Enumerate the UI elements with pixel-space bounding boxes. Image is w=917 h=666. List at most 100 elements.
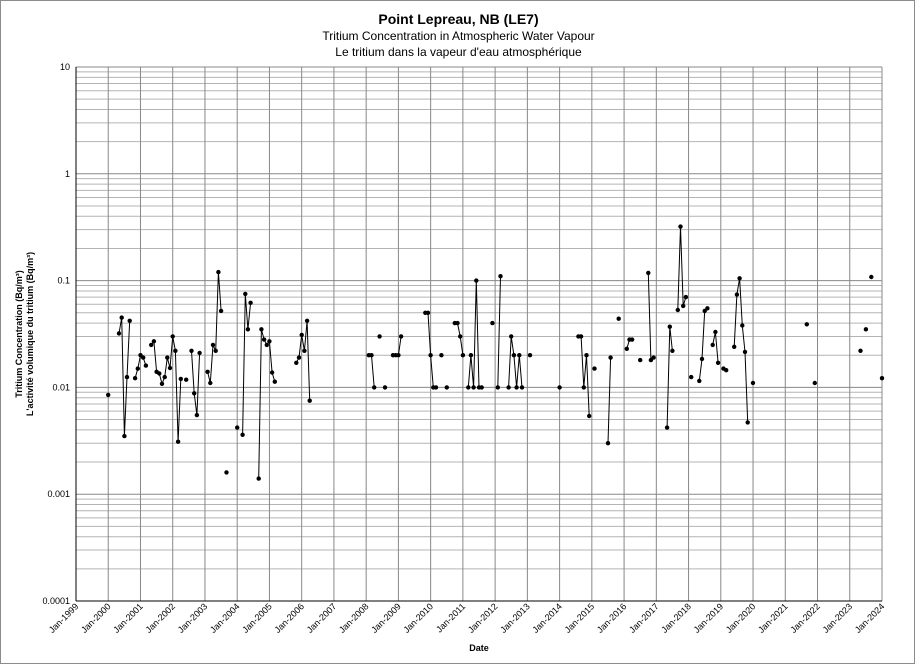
data-point — [398, 334, 404, 339]
x-tick-label: Jan-2000 — [79, 601, 113, 635]
y-tick-label: 0.01 — [52, 382, 70, 392]
chart-subtitle-french: Le tritium dans la vapeur d'eau atmosphé… — [335, 45, 582, 59]
data-point — [269, 370, 275, 375]
x-tick-label: Jan-2010 — [401, 601, 435, 635]
x-tick-label: Jan-2015 — [563, 601, 597, 635]
data-point — [197, 350, 202, 356]
data-point — [581, 385, 586, 390]
data-point — [468, 353, 474, 358]
data-point — [667, 324, 672, 329]
data-point — [509, 334, 514, 339]
x-tick-label: Jan-2008 — [337, 601, 371, 635]
data-point — [699, 356, 705, 362]
data-point — [192, 391, 197, 396]
x-tick-label: Jan-2014 — [530, 601, 564, 635]
data-point — [527, 353, 533, 358]
series-line — [607, 357, 612, 444]
data-point — [119, 315, 124, 320]
data-point — [296, 355, 302, 360]
data-point — [471, 385, 476, 390]
data-point — [299, 332, 304, 338]
x-tick-label: Jan-2018 — [659, 601, 693, 635]
data-point — [664, 425, 670, 430]
data-point — [165, 355, 170, 360]
data-point — [116, 331, 122, 336]
data-point — [189, 348, 194, 353]
x-tick-label: Jan-2017 — [627, 601, 661, 635]
data-point — [127, 318, 132, 323]
data-point — [742, 349, 748, 355]
chart-subtitle: Tritium Concentration in Atmospheric Wat… — [322, 29, 595, 43]
data-point — [519, 385, 525, 390]
data-point — [745, 420, 750, 425]
data-point — [369, 353, 374, 358]
y-tick-label: 0.1 — [57, 276, 70, 286]
x-tick-label: Jan-2012 — [466, 601, 500, 635]
x-tick-label: Jan-2003 — [176, 601, 210, 635]
data-point — [302, 348, 307, 353]
data-point — [159, 381, 165, 386]
data-point — [307, 398, 312, 403]
series-line — [508, 336, 523, 388]
x-tick-label: Jan-2005 — [240, 601, 274, 635]
chart-title: Point Lepreau, NB (LE7) — [378, 11, 539, 27]
data-point — [245, 327, 251, 332]
data-point — [858, 348, 863, 353]
x-tick-label: Jan-2022 — [788, 601, 822, 635]
data-point — [584, 353, 589, 358]
data-point — [170, 334, 175, 339]
data-point — [175, 439, 181, 444]
data-point — [514, 385, 519, 390]
x-tick-label: Jan-2024 — [853, 601, 887, 635]
series-line — [242, 293, 252, 435]
data-point — [178, 376, 183, 382]
data-point — [732, 344, 737, 349]
data-point — [750, 380, 756, 386]
data-point — [143, 363, 149, 368]
data-point — [710, 342, 715, 348]
data-point — [224, 470, 229, 475]
data-point — [157, 371, 162, 376]
data-point — [713, 329, 718, 335]
x-tick-label: Jan-2019 — [692, 601, 726, 635]
x-tick-label: Jan-2021 — [756, 601, 790, 635]
data-point — [149, 342, 154, 348]
data-point — [670, 348, 675, 353]
data-point — [382, 385, 388, 390]
data-point — [869, 274, 874, 280]
data-point — [194, 412, 200, 418]
series-line — [497, 276, 501, 388]
data-point — [184, 377, 189, 382]
data-point — [122, 433, 127, 439]
data-point — [213, 348, 218, 353]
data-point — [681, 303, 686, 309]
data-point — [804, 322, 809, 327]
data-point — [651, 355, 656, 360]
y-axis-label-french: L'activité volumique du tritium (Bq/m³) — [25, 252, 35, 416]
data-point — [678, 224, 683, 229]
data-point — [479, 385, 484, 390]
data-point — [705, 306, 710, 311]
data-point — [737, 276, 742, 281]
data-point — [734, 292, 740, 297]
x-tick-label: Jan-2002 — [144, 601, 178, 635]
data-point — [592, 366, 597, 371]
series-line — [150, 336, 182, 442]
data-point — [173, 348, 178, 353]
data-point — [490, 320, 495, 326]
data-point — [458, 334, 463, 339]
data-point — [879, 376, 885, 381]
x-tick-label: Jan-2013 — [498, 601, 532, 635]
data-point — [428, 353, 433, 358]
data-point — [498, 274, 503, 279]
data-point — [460, 353, 466, 358]
data-point — [162, 374, 167, 380]
data-point — [132, 376, 138, 381]
x-tick-label: Jan-1999 — [47, 601, 81, 635]
x-tick-label: Jan-2001 — [111, 601, 145, 635]
data-point — [557, 385, 562, 390]
data-point — [675, 307, 680, 313]
data-point — [697, 378, 702, 384]
data-point — [724, 368, 729, 373]
